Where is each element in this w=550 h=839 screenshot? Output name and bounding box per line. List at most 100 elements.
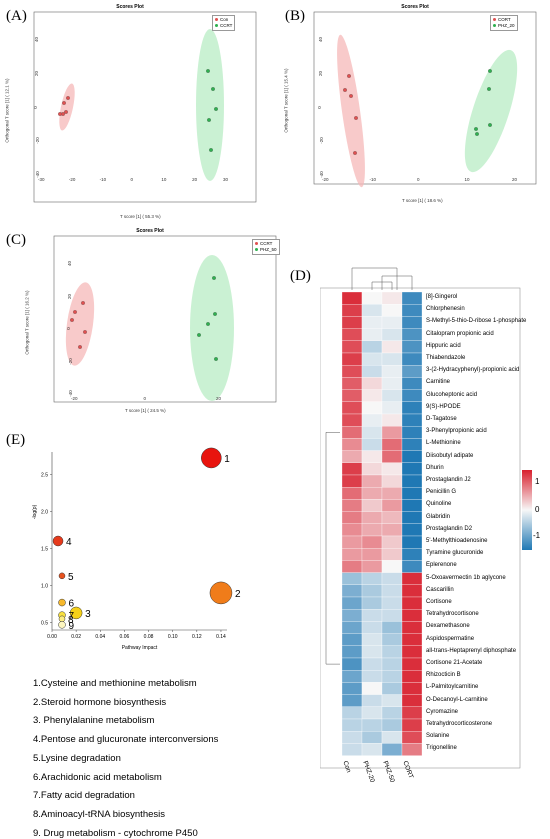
heatmap-row-label: Glabridin [426, 513, 451, 520]
panel-a-title: Scores Plot [116, 4, 144, 10]
panel-b-xlabel: T score [1] ( 18.6 %) [402, 198, 443, 203]
y-tick-label: 40 [67, 260, 73, 267]
score-point [206, 322, 210, 326]
heatmap-cell [341, 413, 363, 427]
heatmap-row-label: Quinoline [426, 501, 452, 508]
pathway-list-item: 2.Steroid hormone biosynthesis [33, 696, 167, 708]
bubble-label-5: 5 [68, 572, 74, 583]
legend-a-item-1: Con [220, 17, 229, 22]
x-tick-label: 0 [417, 177, 420, 182]
heatmap-cell [401, 621, 423, 634]
heatmap-cell [381, 657, 403, 671]
heatmap-cell [401, 694, 423, 707]
x-tick-label: 20 [512, 177, 518, 182]
heatmap-cell [381, 609, 403, 622]
heatmap-cell [381, 572, 403, 585]
pathway-list-item: 3. Phenylalanine metabolism [33, 715, 155, 727]
x-tick-label: -10 [99, 177, 107, 182]
heatmap-cell [381, 743, 403, 756]
heatmap-cell [401, 706, 423, 720]
heatmap-cell [341, 291, 363, 305]
y-tick-label: 0 [65, 327, 71, 330]
x-tick-label: 0.08 [144, 634, 154, 640]
x-tick-label: 0.12 [192, 634, 202, 640]
y-tick-label: 1.5 [41, 546, 48, 552]
heatmap-cell [381, 304, 403, 317]
heatmap-cell [381, 499, 403, 512]
pathway-bubble-2 [209, 581, 233, 605]
heatmap-cell [381, 718, 403, 732]
heatmap-row-label: Tetrahydrocortisone [426, 611, 479, 618]
heatmap-cell [401, 352, 423, 366]
heatmap [320, 267, 521, 769]
heatmap-cell [401, 523, 423, 537]
heatmap-cell [341, 365, 363, 378]
heatmap-row-label: Glucoheptonic acid [426, 391, 478, 398]
heatmap-cell [361, 365, 383, 378]
panel-b-plot [313, 11, 537, 188]
panel-c-plot [53, 235, 277, 403]
heatmap-cell [361, 694, 383, 707]
score-point [475, 132, 479, 136]
heatmap-row-label: Cyromazine [426, 708, 459, 715]
y-tick-label: 2.0 [41, 509, 48, 515]
heatmap-cell [401, 487, 423, 500]
score-point [214, 107, 218, 111]
legend-b-item-2: PHZ_20 [498, 23, 515, 28]
heatmap-cell [401, 718, 423, 732]
bubble-label-6: 6 [69, 599, 75, 610]
plot-frame [33, 11, 257, 203]
heatmap-cell [381, 511, 403, 524]
score-point [488, 123, 492, 127]
y-tick-label: 20 [67, 293, 73, 299]
x-tick-label: -20 [71, 396, 78, 401]
heatmap-cell [341, 474, 363, 488]
heatmap-cell [361, 389, 383, 402]
heatmap-cell [361, 731, 383, 744]
heatmap-cell [361, 316, 383, 329]
heatmap-cell [401, 560, 423, 573]
heatmap-cell [381, 523, 403, 537]
panel-b-title: Scores Plot [401, 4, 429, 10]
bubble-label-1: 1 [224, 454, 230, 465]
heatmap-cell [361, 340, 383, 354]
x-tick-label: 30 [223, 177, 229, 182]
legend-b-item-1: CORT [498, 17, 511, 22]
score-point [207, 118, 211, 122]
x-tick-label: -10 [369, 177, 377, 182]
score-point [214, 357, 218, 361]
score-point [354, 116, 358, 120]
heatmap-cell [361, 426, 383, 439]
heatmap-cell [361, 548, 383, 561]
heatmap-row-label: Prostaglandin D2 [426, 525, 473, 532]
heatmap-row-label: Dexamethasone [426, 623, 470, 630]
score-point [197, 333, 201, 337]
panel-letter-c: (C) [6, 232, 26, 248]
heatmap-cell [361, 487, 383, 500]
heatmap-cell [341, 401, 363, 415]
score-point [487, 87, 491, 91]
y-tick-label: 20 [34, 70, 40, 76]
heatmap-cell [361, 413, 383, 427]
colorbar-tick-low: -1 [533, 531, 541, 540]
pathway-bubble-3 [69, 606, 83, 620]
heatmap-cell [401, 328, 423, 341]
heatmap-cell [341, 438, 363, 451]
y-tick-label: -40 [318, 171, 324, 178]
heatmap-cell [341, 487, 363, 500]
heatmap-cell [381, 401, 403, 415]
heatmap-cell [341, 682, 363, 695]
y-tick-label: 20 [318, 70, 324, 76]
legend-c-item-2: PHZ_50 [260, 247, 277, 252]
score-point [347, 74, 351, 78]
y-tick-label: 40 [34, 36, 40, 43]
heatmap-cell [381, 316, 403, 329]
score-point [209, 148, 213, 152]
heatmap-cell [361, 450, 383, 463]
heatmap-cell [381, 706, 403, 720]
pathway-bubble-chart: 0.00 0.02 0.04 0.06 0.08 0.10 0.12 0.14 0.5 1.0 1.… [32, 447, 241, 651]
heatmap-cell [361, 291, 383, 305]
heatmap-row-label: Penicillin G [426, 489, 457, 496]
heatmap-cell [361, 572, 383, 585]
heatmap-row-label: Citalopram propionic acid [426, 330, 494, 337]
